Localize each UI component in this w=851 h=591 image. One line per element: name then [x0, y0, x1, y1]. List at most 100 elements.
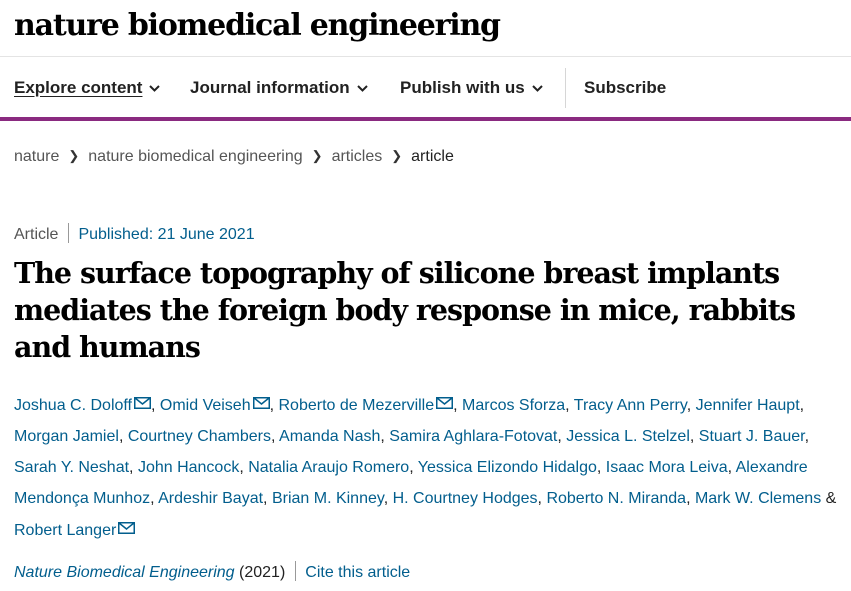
author-separator: , [269, 397, 279, 414]
author-link[interactable]: Courtney Chambers [128, 428, 271, 445]
nav-publish-with-us[interactable]: Publish with us [400, 68, 543, 108]
nav-item-label: Subscribe [584, 78, 667, 97]
nav-item-label: Explore content [14, 78, 143, 97]
journal-logo[interactable]: nature biomedical engineering [14, 8, 501, 43]
author-name: Isaac Mora Leiva [605, 459, 728, 476]
citation-line: Nature Biomedical Engineering (2021) Cite… [14, 561, 410, 584]
cite-this-article-link[interactable]: Cite this article [305, 564, 411, 581]
author-name: Brian M. Kinney [271, 490, 384, 507]
author-link[interactable]: H. Courtney Hodges [393, 490, 538, 507]
accent-bar [0, 117, 851, 121]
author-link[interactable]: Jennifer Haupt [696, 397, 800, 414]
author-link[interactable]: Alexandre Mendonça Munhoz [14, 459, 808, 507]
author-link[interactable]: Tracy Ann Perry [574, 397, 687, 414]
publication-date: Published: 21 June 2021 [78, 226, 255, 243]
author-separator: , [557, 428, 567, 445]
author-name: Yessica Elizondo Hidalgo [417, 459, 597, 476]
breadcrumb-articles[interactable]: articles [331, 148, 383, 165]
author-separator: , [565, 397, 574, 414]
chevron-down-icon [149, 67, 161, 107]
author-link[interactable]: Jessica L. Stelzel [566, 428, 690, 445]
author-name: Jessica L. Stelzel [566, 428, 690, 445]
nav-journal-information[interactable]: Journal information [190, 68, 368, 108]
meta-divider [68, 223, 70, 243]
nav-subscribe[interactable]: Subscribe [584, 68, 666, 108]
author-link[interactable]: Marcos Sforza [462, 397, 565, 414]
author-separator: , [150, 490, 159, 507]
nav-top-divider [0, 56, 851, 57]
email-icon[interactable] [252, 389, 270, 420]
main-nav: Explore content Journal information Publ… [0, 68, 851, 108]
author-link[interactable]: Stuart J. Bauer [699, 428, 805, 445]
author-name: Samira Aghlara-Fotovat [389, 428, 558, 445]
author-link[interactable]: Mark W. Clemens [695, 490, 821, 507]
author-separator: , [689, 428, 699, 445]
author-name: Natalia Araujo Romero [248, 459, 410, 476]
author-separator: , [727, 459, 736, 476]
author-link[interactable]: Natalia Araujo Romero [248, 459, 409, 476]
author-separator: , [453, 397, 463, 414]
breadcrumb-nature[interactable]: nature [14, 148, 60, 165]
author-separator: , [799, 397, 805, 414]
author-separator: , [596, 459, 606, 476]
author-link[interactable]: Yessica Elizondo Hidalgo [418, 459, 597, 476]
author-name: Courtney Chambers [127, 428, 271, 445]
breadcrumb-journal[interactable]: nature biomedical engineering [88, 148, 303, 165]
author-separator: , [263, 490, 272, 507]
author-link[interactable]: Sarah Y. Neshat [14, 459, 129, 476]
email-icon[interactable] [436, 389, 454, 420]
author-link[interactable]: Ardeshir Bayat [158, 490, 263, 507]
author-link[interactable]: Robert Langer [14, 522, 136, 539]
author-link[interactable]: Omid Veiseh [160, 397, 270, 414]
author-separator: , [686, 490, 695, 507]
author-name: Alexandre Mendonça Munhoz [14, 459, 808, 507]
author-link[interactable]: Amanda Nash [279, 428, 380, 445]
author-list: Joshua C. Doloff, Omid Veiseh, Roberto d… [14, 389, 839, 546]
nav-explore-content[interactable]: Explore content [14, 67, 161, 108]
author-separator: , [380, 428, 390, 445]
chevron-right-icon: ❯ [311, 148, 323, 163]
nav-item-label: Journal information [190, 78, 350, 97]
author-separator: , [129, 459, 138, 476]
author-name: Omid Veiseh [159, 397, 251, 414]
author-separator: , [804, 428, 810, 445]
author-separator: , [151, 397, 160, 414]
author-link[interactable]: Samira Aghlara-Fotovat [389, 428, 557, 445]
author-link[interactable]: John Hancock [138, 459, 239, 476]
author-link[interactable]: Roberto de Mezerville [279, 397, 454, 414]
breadcrumb-current: article [411, 148, 454, 165]
breadcrumb: nature ❯ nature biomedical engineering ❯ art… [14, 145, 454, 168]
author-name: Morgan Jamiel [14, 428, 119, 445]
chevron-down-icon [356, 67, 368, 107]
article-type: Article [14, 226, 59, 243]
author-name: Joshua C. Doloff [14, 397, 132, 414]
author-separator: , [686, 397, 696, 414]
nav-item-label: Publish with us [400, 78, 525, 97]
publication-year: (2021) [239, 564, 286, 581]
journal-name[interactable]: Nature Biomedical Engineering [14, 564, 235, 581]
author-name: H. Courtney Hodges [392, 490, 538, 507]
article-meta: Article Published: 21 June 2021 [14, 223, 255, 246]
author-link[interactable]: Brian M. Kinney [272, 490, 384, 507]
article-title: The surface topography of silicone breas… [14, 256, 796, 364]
author-separator: , [239, 459, 249, 476]
author-link[interactable]: Morgan Jamiel [14, 428, 119, 445]
author-separator: & [821, 490, 837, 507]
author-separator: , [271, 428, 280, 445]
author-name: Robert Langer [14, 522, 117, 539]
author-link[interactable]: Joshua C. Doloff [14, 397, 151, 414]
chevron-right-icon: ❯ [68, 148, 80, 163]
author-name: Ardeshir Bayat [158, 490, 264, 507]
author-name: Roberto de Mezerville [278, 397, 435, 414]
author-link[interactable]: Isaac Mora Leiva [606, 459, 728, 476]
author-name: Roberto N. Miranda [546, 490, 687, 507]
author-name: Tracy Ann Perry [573, 397, 687, 414]
email-icon[interactable] [118, 514, 136, 545]
author-link[interactable]: Roberto N. Miranda [546, 490, 686, 507]
author-name: Amanda Nash [279, 428, 381, 445]
nav-divider [565, 68, 566, 108]
author-name: Sarah Y. Neshat [14, 459, 130, 476]
chevron-right-icon: ❯ [391, 148, 403, 163]
email-icon[interactable] [134, 389, 151, 420]
author-name: Stuart J. Bauer [698, 428, 805, 445]
